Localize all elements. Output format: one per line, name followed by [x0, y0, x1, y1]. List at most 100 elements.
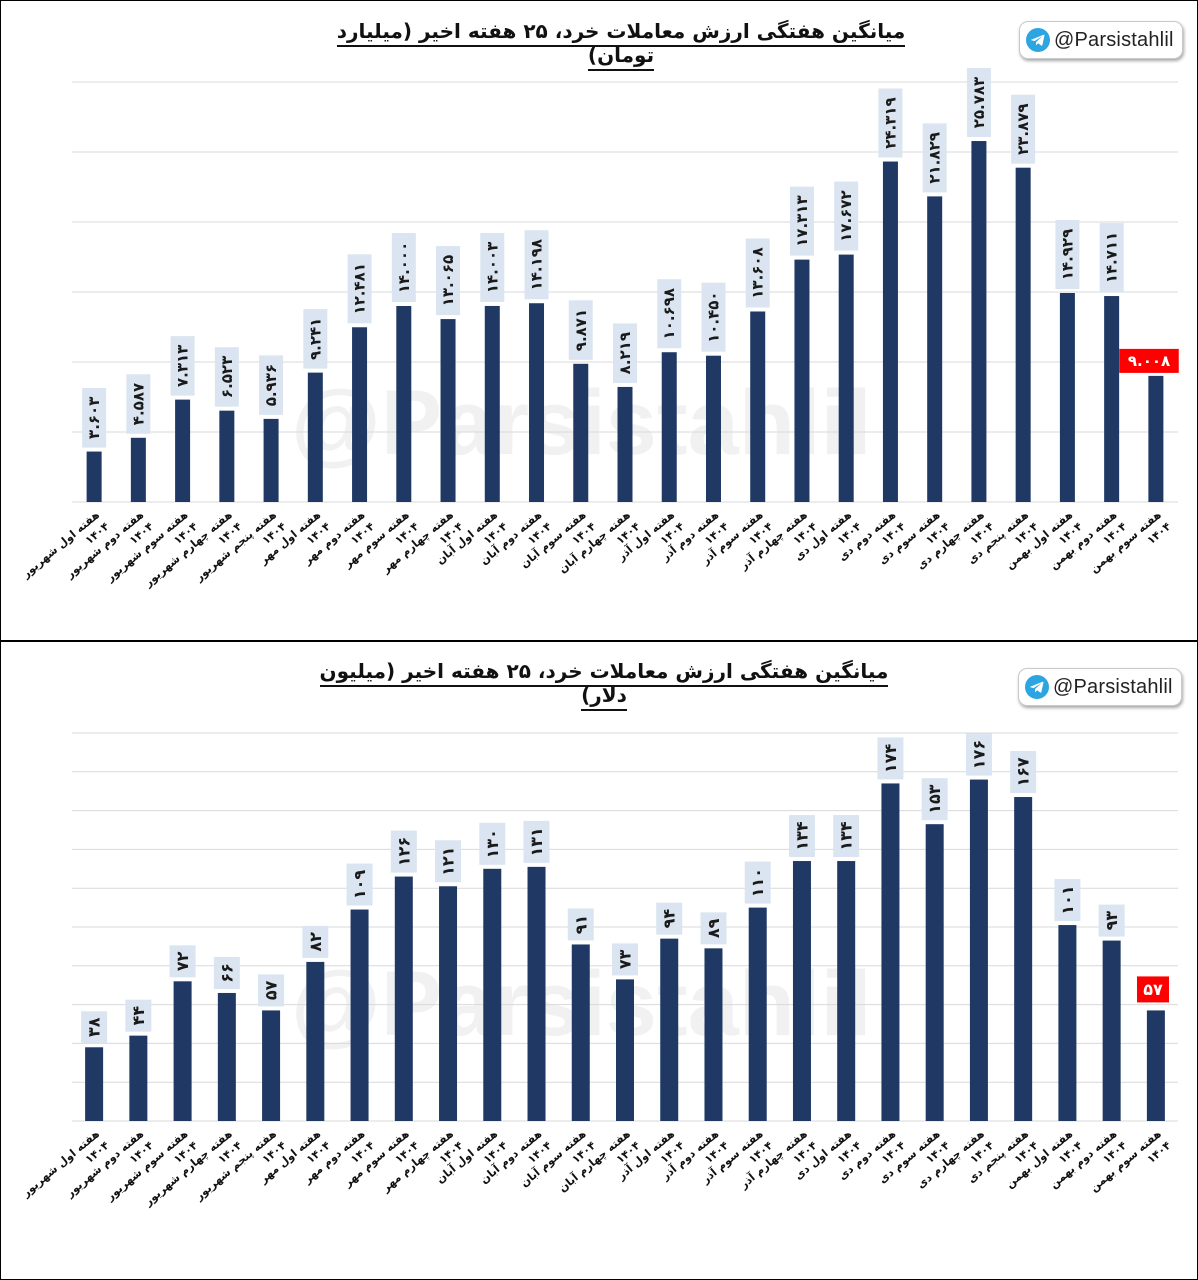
svg-text:۱۳۱: ۱۳۱ — [527, 827, 546, 856]
data-label: ۴۴ — [125, 999, 152, 1032]
data-label: ۱۳.۰۶۵ — [436, 246, 461, 316]
svg-text:۶۶: ۶۶ — [217, 963, 236, 983]
bar — [1148, 375, 1164, 502]
svg-text:۱۷.۶۷۲: ۱۷.۶۷۲ — [837, 190, 855, 241]
bar — [1146, 1010, 1165, 1121]
data-label: ۱۴.۰۰۰ — [391, 233, 416, 302]
data-label: ۷۲ — [169, 945, 196, 978]
svg-text:۱۶۷: ۱۶۷ — [1014, 757, 1033, 787]
svg-text:۱۲۱: ۱۲۱ — [439, 847, 458, 876]
data-label: ۱۳۴ — [788, 815, 815, 858]
bar — [617, 386, 633, 502]
bar — [660, 938, 679, 1121]
data-label: ۸.۲۱۹ — [613, 323, 637, 383]
svg-text:۸.۲۱۹: ۸.۲۱۹ — [616, 332, 634, 374]
svg-text:۱۴.۹۲۹: ۱۴.۹۲۹ — [1058, 229, 1076, 280]
data-label: ۱۰.۶۹۸ — [657, 279, 682, 349]
svg-text:۵۷: ۵۷ — [262, 980, 281, 1000]
bar — [616, 979, 634, 1121]
telegram-badge[interactable]: @Parsistahlil — [1018, 668, 1182, 706]
svg-text:۱۱۰: ۱۱۰ — [748, 868, 767, 897]
bar — [350, 909, 369, 1121]
svg-text:۵.۹۳۶: ۵.۹۳۶ — [262, 364, 280, 406]
svg-text:۱۳۰: ۱۳۰ — [483, 829, 502, 858]
data-label: ۱۴.۰۰۳ — [480, 232, 505, 302]
svg-text:۱۴.۱۹۸: ۱۴.۱۹۸ — [528, 239, 546, 290]
chart-title: میانگین هفتگی ارزش معاملات خرد، ۲۵ هفته … — [331, 19, 911, 71]
svg-text:۱۲.۴۸۱: ۱۲.۴۸۱ — [351, 263, 369, 314]
data-label: ۵.۹۳۶ — [259, 355, 284, 415]
svg-text:۹.۸۷۱: ۹.۸۷۱ — [572, 309, 590, 351]
bar — [175, 399, 191, 502]
bar — [1015, 167, 1031, 502]
bar — [571, 944, 590, 1121]
data-label: ۹۴ — [656, 902, 683, 935]
svg-text:۱۳۴: ۱۳۴ — [792, 821, 811, 851]
data-label: ۱۴.۹۲۹ — [1055, 219, 1080, 289]
data-label: ۱۳۰ — [479, 822, 506, 865]
bar — [529, 303, 545, 502]
data-label: ۱۳.۶۰۸ — [745, 238, 770, 308]
svg-text:۲۵.۷۸۳: ۲۵.۷۸۳ — [970, 77, 988, 128]
bar — [130, 437, 146, 502]
data-label: ۵۷ — [1137, 976, 1169, 1003]
data-label: ۱۲۱ — [435, 840, 462, 883]
bar — [129, 1035, 148, 1121]
svg-text:۳.۶۰۳: ۳.۶۰۳ — [85, 397, 103, 439]
channel-handle: @Parsistahlil — [1054, 28, 1174, 51]
telegram-icon — [1025, 675, 1049, 699]
data-label: ۶۶ — [213, 956, 240, 989]
bar — [881, 783, 900, 1121]
svg-text:۱۵۳: ۱۵۳ — [925, 784, 944, 814]
data-label: ۱۷۶ — [965, 733, 992, 776]
svg-text:۱۴.۰۰۰: ۱۴.۰۰۰ — [395, 242, 413, 293]
svg-text:۸۲: ۸۲ — [306, 932, 325, 952]
bar — [748, 907, 767, 1121]
svg-text:۹۱: ۹۱ — [571, 915, 590, 935]
bar — [927, 196, 943, 503]
data-label: ۱۳۱ — [523, 820, 550, 863]
svg-text:۱۷۴: ۱۷۴ — [881, 744, 900, 774]
svg-text:۴.۵۸۷: ۴.۵۸۷ — [129, 383, 147, 425]
bar — [219, 410, 235, 502]
data-label: ۱۶۷ — [1010, 751, 1037, 794]
bar — [396, 306, 412, 502]
bar — [217, 992, 236, 1121]
svg-text:۱۰.۴۵۰: ۱۰.۴۵۰ — [704, 291, 722, 342]
telegram-badge[interactable]: @Parsistahlil — [1019, 21, 1183, 59]
svg-text:۱۲۶: ۱۲۶ — [394, 837, 413, 866]
data-label: ۲۴.۳۱۹ — [878, 88, 903, 158]
bar — [394, 876, 413, 1121]
data-label: ۱۲۶ — [390, 830, 417, 873]
bar — [792, 861, 811, 1121]
bar — [971, 141, 987, 502]
data-label: ۱۰.۴۵۰ — [701, 282, 726, 352]
bar — [969, 779, 988, 1121]
bar — [306, 961, 325, 1121]
bar — [925, 824, 944, 1121]
data-label: ۳۸ — [81, 1011, 108, 1044]
data-label: ۱۷۴ — [877, 737, 904, 780]
data-label: ۴.۵۸۷ — [126, 374, 151, 434]
svg-text:۱۰۱: ۱۰۱ — [1058, 885, 1077, 914]
svg-text:۷۳: ۷۳ — [616, 949, 635, 969]
svg-text:۱۰۹: ۱۰۹ — [350, 870, 369, 900]
bar — [573, 363, 589, 502]
data-label: ۱۰۱ — [1054, 879, 1081, 922]
bar — [439, 886, 458, 1121]
chart-title: میانگین هفتگی ارزش معاملات خرد، ۲۵ هفته … — [319, 659, 889, 711]
svg-text:۱۷.۳۱۳: ۱۷.۳۱۳ — [793, 195, 811, 246]
bar — [1059, 292, 1075, 502]
data-label: ۲۵.۷۸۳ — [966, 68, 991, 138]
data-label: ۷۳ — [612, 943, 638, 976]
data-label: ۱۱۰ — [744, 861, 771, 904]
svg-text:۹۴: ۹۴ — [660, 909, 679, 929]
data-label: ۱۴.۱۹۸ — [524, 230, 549, 300]
svg-text:۷.۳۱۳: ۷.۳۱۳ — [174, 345, 192, 387]
bar — [1058, 925, 1077, 1121]
bar — [527, 866, 546, 1121]
data-label: ۲۱.۸۲۹ — [922, 123, 947, 193]
svg-text:۱۳.۰۶۵: ۱۳.۰۶۵ — [439, 255, 457, 306]
